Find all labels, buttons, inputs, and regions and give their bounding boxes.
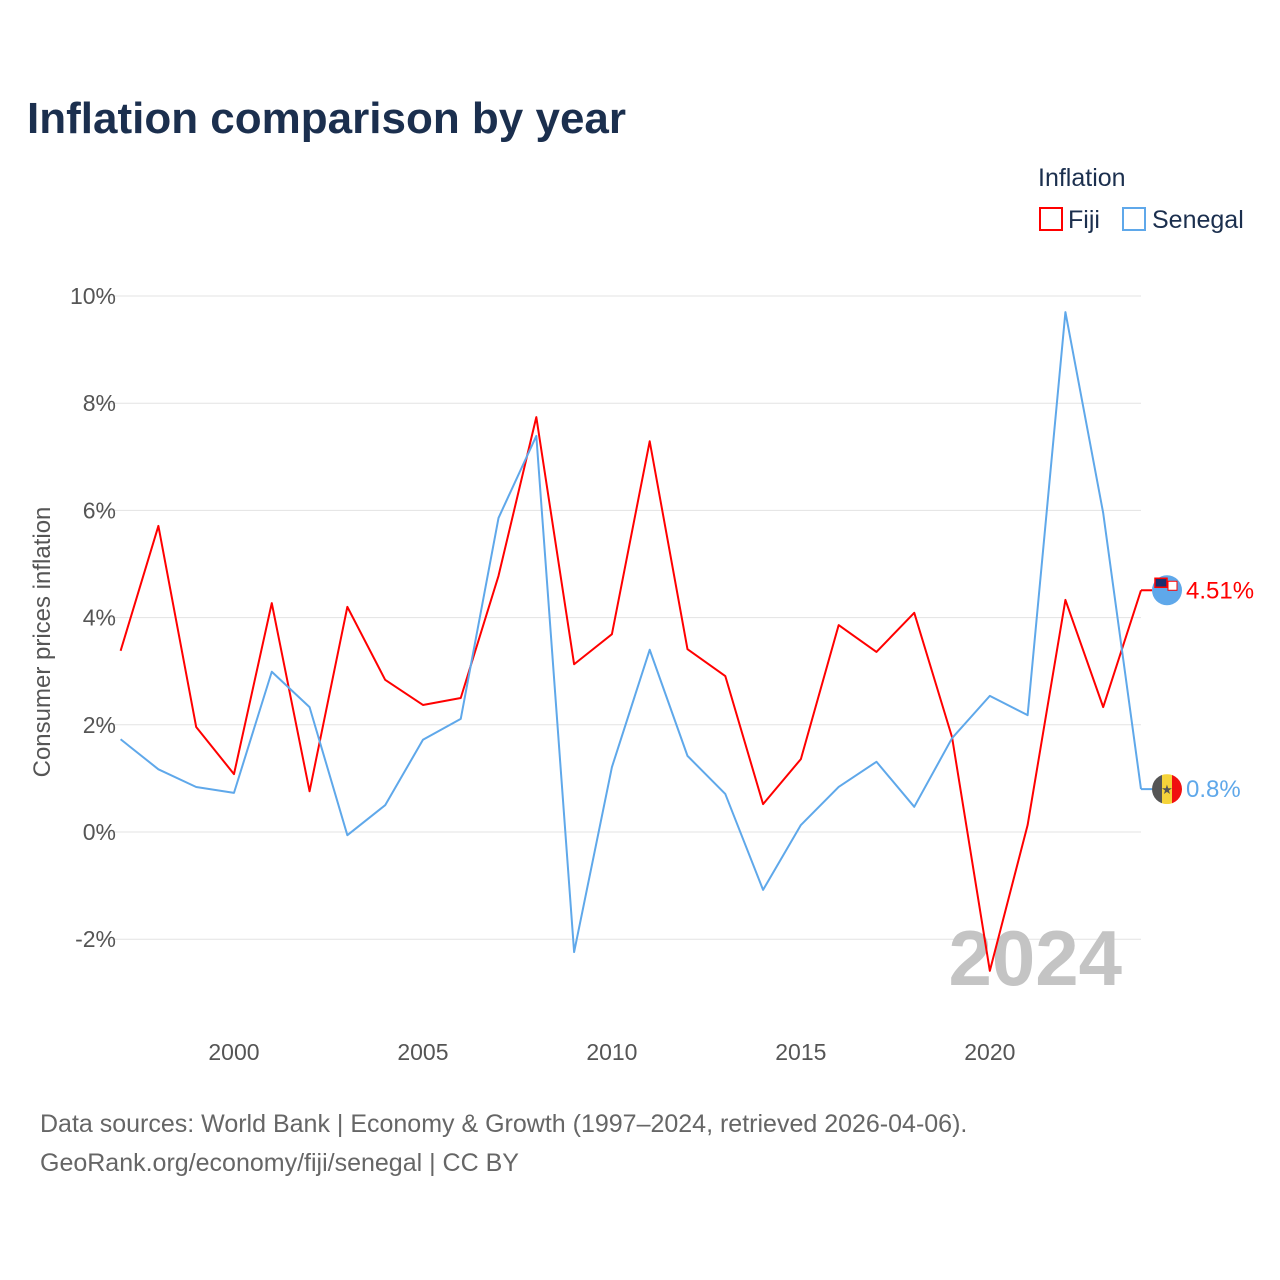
x-tick-label: 2005 bbox=[397, 1039, 448, 1065]
series-lines bbox=[119, 311, 1142, 972]
legend-title: Inflation bbox=[1038, 164, 1126, 192]
flag-stripe-middle bbox=[1162, 774, 1172, 805]
x-tick-label: 2000 bbox=[208, 1039, 259, 1065]
y-tick-label: 8% bbox=[83, 390, 116, 416]
legend-swatch-fiji bbox=[1039, 207, 1063, 231]
x-ticks: 2000 2005 2010 2015 2020 bbox=[208, 1039, 1015, 1065]
legend-label-fiji: Fiji bbox=[1068, 206, 1100, 234]
y-tick-label: 6% bbox=[83, 497, 116, 523]
y-ticks: -2% 0% 2% 4% 6% 8% 10% bbox=[70, 283, 116, 952]
series-line-senegal bbox=[119, 311, 1142, 954]
x-tick-label: 2015 bbox=[775, 1039, 826, 1065]
flag-star: ★ bbox=[1161, 782, 1173, 797]
y-axis-label: Consumer prices inflation bbox=[29, 507, 56, 778]
y-tick-label: 2% bbox=[83, 712, 116, 738]
flag-stripe-left bbox=[1152, 774, 1162, 805]
flag-shield bbox=[1167, 580, 1178, 591]
flag-stripe-right bbox=[1172, 774, 1182, 805]
end-labels: 4.51% ★ 0.8% bbox=[1141, 575, 1254, 805]
chart-title: Inflation comparison by year bbox=[27, 94, 626, 143]
flag-fiji-icon bbox=[1152, 575, 1182, 606]
y-tick-label: 0% bbox=[83, 819, 116, 845]
flag-stripes: ★ bbox=[1152, 774, 1182, 805]
legend-swatch-senegal bbox=[1122, 207, 1146, 231]
y-tick-label: 10% bbox=[70, 283, 116, 309]
legend-item-fiji[interactable]: Fiji bbox=[1039, 206, 1100, 234]
year-watermark: 2024 bbox=[948, 914, 1122, 1002]
footer-sources: Data sources: World Bank | Economy & Gro… bbox=[40, 1110, 967, 1138]
legend-label-senegal: Senegal bbox=[1152, 206, 1244, 234]
flag-senegal-icon: ★ bbox=[1152, 774, 1182, 805]
y-tick-label: 4% bbox=[83, 605, 116, 631]
footer-link[interactable]: GeoRank.org/economy/fiji/senegal | CC BY bbox=[40, 1149, 519, 1177]
x-tick-label: 2010 bbox=[586, 1039, 637, 1065]
gridlines bbox=[98, 295, 1141, 940]
end-label-senegal: 0.8% bbox=[1186, 776, 1241, 803]
series-line-fiji bbox=[119, 416, 1142, 972]
flag-union bbox=[1154, 577, 1168, 589]
end-label-fiji: 4.51% bbox=[1186, 577, 1254, 604]
legend-item-senegal[interactable]: Senegal bbox=[1122, 206, 1244, 234]
y-tick-label: -2% bbox=[75, 926, 116, 952]
x-tick-label: 2020 bbox=[964, 1039, 1015, 1065]
